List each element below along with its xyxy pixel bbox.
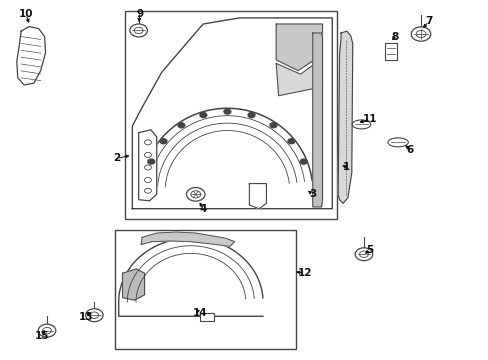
Circle shape: [247, 113, 254, 118]
Text: 8: 8: [390, 32, 398, 41]
Text: 7: 7: [424, 17, 431, 27]
Polygon shape: [132, 18, 331, 209]
Bar: [115, 230, 295, 348]
Text: 5: 5: [366, 245, 373, 255]
Text: 13: 13: [79, 312, 93, 322]
Circle shape: [190, 191, 200, 198]
Ellipse shape: [351, 120, 370, 129]
Text: 11: 11: [362, 114, 377, 124]
Circle shape: [90, 312, 99, 319]
Polygon shape: [337, 31, 352, 203]
Text: 9: 9: [136, 9, 143, 19]
Text: 6: 6: [406, 144, 413, 154]
Polygon shape: [17, 27, 45, 85]
Circle shape: [287, 139, 294, 144]
Polygon shape: [276, 24, 322, 71]
Circle shape: [224, 109, 230, 114]
Circle shape: [178, 123, 184, 128]
Circle shape: [85, 309, 103, 321]
Polygon shape: [119, 238, 263, 316]
Polygon shape: [122, 269, 144, 300]
Text: 4: 4: [199, 204, 206, 214]
Polygon shape: [249, 184, 266, 209]
Circle shape: [134, 27, 143, 34]
Circle shape: [42, 327, 51, 334]
Text: 14: 14: [192, 308, 206, 318]
Polygon shape: [139, 130, 157, 201]
Bar: [125, 12, 336, 220]
Circle shape: [354, 248, 372, 261]
Text: 3: 3: [308, 189, 316, 199]
Bar: [199, 313, 214, 320]
Circle shape: [160, 139, 166, 144]
Circle shape: [415, 31, 425, 38]
Text: 10: 10: [19, 9, 33, 19]
Circle shape: [300, 159, 306, 164]
Circle shape: [130, 24, 147, 37]
Circle shape: [200, 113, 206, 118]
Polygon shape: [141, 232, 234, 246]
Circle shape: [147, 159, 154, 164]
Circle shape: [38, 324, 56, 337]
Polygon shape: [312, 33, 322, 207]
Circle shape: [410, 27, 430, 41]
Circle shape: [269, 123, 276, 128]
Text: 2: 2: [113, 153, 120, 163]
Text: 15: 15: [35, 331, 49, 341]
Ellipse shape: [387, 138, 407, 147]
Circle shape: [359, 251, 367, 257]
Text: 1: 1: [343, 162, 350, 172]
Polygon shape: [276, 58, 322, 96]
Circle shape: [186, 188, 204, 201]
Text: 12: 12: [298, 268, 312, 278]
Bar: [384, 43, 396, 60]
